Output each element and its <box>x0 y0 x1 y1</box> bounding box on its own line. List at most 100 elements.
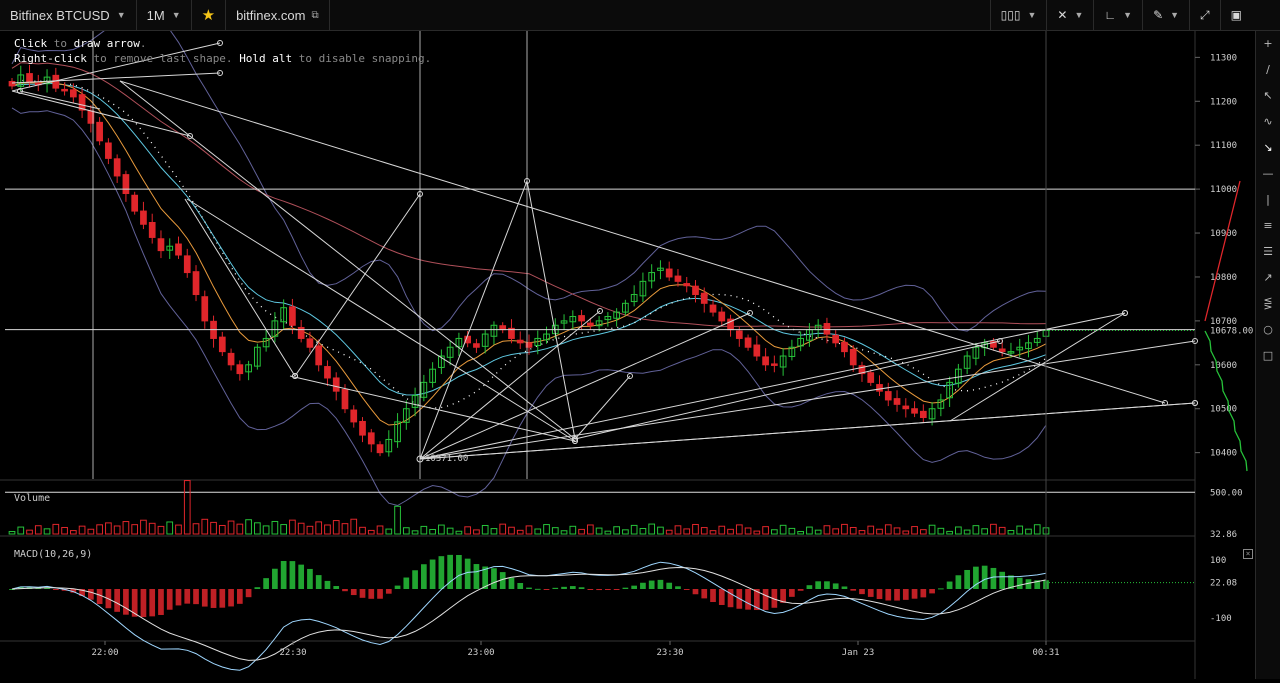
macd-histogram-bar <box>350 589 357 596</box>
channel-tool-icon[interactable]: ≡ <box>1263 219 1273 232</box>
volume-bar <box>700 527 708 535</box>
arrow-anchor <box>1122 310 1128 316</box>
volume-bar <box>122 521 130 535</box>
arrow-drawing <box>19 90 101 110</box>
candle-body <box>113 158 121 177</box>
volume-bar <box>499 523 507 535</box>
macd-histogram-bar <box>622 587 629 589</box>
volume-bar <box>350 518 358 535</box>
volume-bar <box>797 530 804 535</box>
chart-area[interactable]: 10371.00 500.00 32.86 100 22.08 -100 11300 1… <box>0 10 1255 679</box>
candles <box>8 64 1050 457</box>
macd-line <box>11 561 1047 671</box>
volume-bar <box>946 530 953 535</box>
macd-histogram-bar <box>368 589 375 599</box>
fullscreen-button[interactable]: ⤢ <box>1189 0 1220 30</box>
crosshair-button[interactable]: ✕ ▼ <box>1046 0 1093 30</box>
timeframe-selector[interactable]: 1M ▼ <box>137 0 192 30</box>
candle-body <box>26 73 33 83</box>
candle-body <box>306 338 314 348</box>
horizontal-line-icon[interactable]: — <box>1262 167 1274 180</box>
volume-bar <box>280 524 287 535</box>
candle-body <box>385 438 393 453</box>
macd-histogram-bar <box>210 589 217 608</box>
fan-tool-icon[interactable]: ↗ <box>1263 271 1273 284</box>
hint-line-1: Click to draw arrow. <box>14 37 147 50</box>
circle-tool-icon[interactable]: ○ <box>1263 323 1273 336</box>
arrow-anchor <box>1192 338 1198 344</box>
arrow-tool-icon[interactable]: ↘ <box>1263 141 1273 154</box>
volume-bar <box>692 523 699 535</box>
volume-bar <box>911 526 918 535</box>
site-link[interactable]: bitfinex.com ⧉ <box>226 0 330 30</box>
volume-bar <box>17 526 25 535</box>
time-tick-label: 23:00 <box>467 648 494 658</box>
candle-body <box>481 333 489 347</box>
indicators-button[interactable]: ∟ ▼ <box>1093 0 1142 30</box>
arrow-anchor <box>17 88 23 94</box>
candle-body <box>341 388 349 410</box>
macd-histogram-bar <box>981 565 988 589</box>
candle-body <box>560 320 568 324</box>
macd-histogram-bar <box>394 585 401 589</box>
candle-body <box>1007 351 1015 354</box>
volume-bar <box>648 523 656 535</box>
arrow-drawing <box>419 312 1126 460</box>
chevron-down-icon: ▼ <box>171 10 181 20</box>
arrow-drawing <box>526 180 576 440</box>
volume-bar <box>43 528 51 535</box>
candle-body <box>788 346 796 357</box>
macd-histogram-bar <box>762 589 769 610</box>
current-price-label: 10678.00 <box>1210 327 1253 337</box>
volume-bar <box>8 530 16 535</box>
bid-depth-line <box>1204 330 1248 472</box>
macd-histogram-bar <box>420 564 427 589</box>
plus-icon[interactable]: + <box>1263 37 1273 50</box>
ray-tool-icon[interactable]: ↖ <box>1263 89 1273 102</box>
bars-style-button[interactable]: ▯▯▯ ▼ <box>989 0 1047 30</box>
volume-bar <box>551 527 559 535</box>
volume-bar <box>657 526 664 535</box>
volume-bar <box>411 530 419 535</box>
volume-bar <box>183 480 191 535</box>
rectangle-tool-icon[interactable]: □ <box>1262 349 1274 362</box>
volume-bar <box>753 530 761 535</box>
user-drawings[interactable]: 10371.00 <box>5 31 1198 479</box>
close-icon[interactable]: × <box>1243 549 1253 559</box>
symbol-selector[interactable]: Bitfinex BTCUSD ▼ <box>0 0 137 30</box>
volume-bar <box>315 521 323 535</box>
candle-body <box>779 355 787 368</box>
candle-body <box>832 334 840 344</box>
volume-bar <box>227 520 235 535</box>
vertical-line-icon[interactable]: | <box>1266 193 1270 206</box>
volume-bar <box>306 525 314 535</box>
ema-fast-line <box>11 80 1047 426</box>
arrow-anchor <box>572 436 578 442</box>
arrow-drawing <box>574 340 1001 440</box>
macd-histogram-bar <box>412 570 418 589</box>
volume-bar <box>131 524 139 535</box>
grid <box>0 31 1196 679</box>
screenshot-button[interactable]: ▣ <box>1219 0 1252 30</box>
chevron-down-icon: ▼ <box>1170 10 1180 20</box>
volume-bar <box>937 527 945 535</box>
volume-bar <box>814 529 822 535</box>
macd-histogram-bar <box>648 580 655 589</box>
candle-body <box>648 272 656 282</box>
macd-histogram-bar <box>534 588 541 590</box>
arrow-drawing <box>419 312 751 460</box>
pitchfork-icon[interactable]: ⋚ <box>1263 297 1273 310</box>
candle-body <box>762 356 769 366</box>
time-tick-label: Jan 23 <box>842 648 875 658</box>
draw-button[interactable]: ✎ ▼ <box>1142 0 1189 30</box>
fib-tool-icon[interactable]: ☰ <box>1263 245 1273 258</box>
candle-body <box>937 399 945 409</box>
volume-bars: 500.00 32.86 <box>5 480 1243 540</box>
macd-histogram-bar <box>447 554 453 589</box>
candle-body <box>508 327 515 339</box>
candle-body <box>744 337 752 348</box>
favorite-button[interactable]: ★ <box>192 0 227 30</box>
line-tool-icon[interactable]: ∕ <box>1266 63 1270 76</box>
curve-tool-icon[interactable]: ∿ <box>1263 115 1273 128</box>
